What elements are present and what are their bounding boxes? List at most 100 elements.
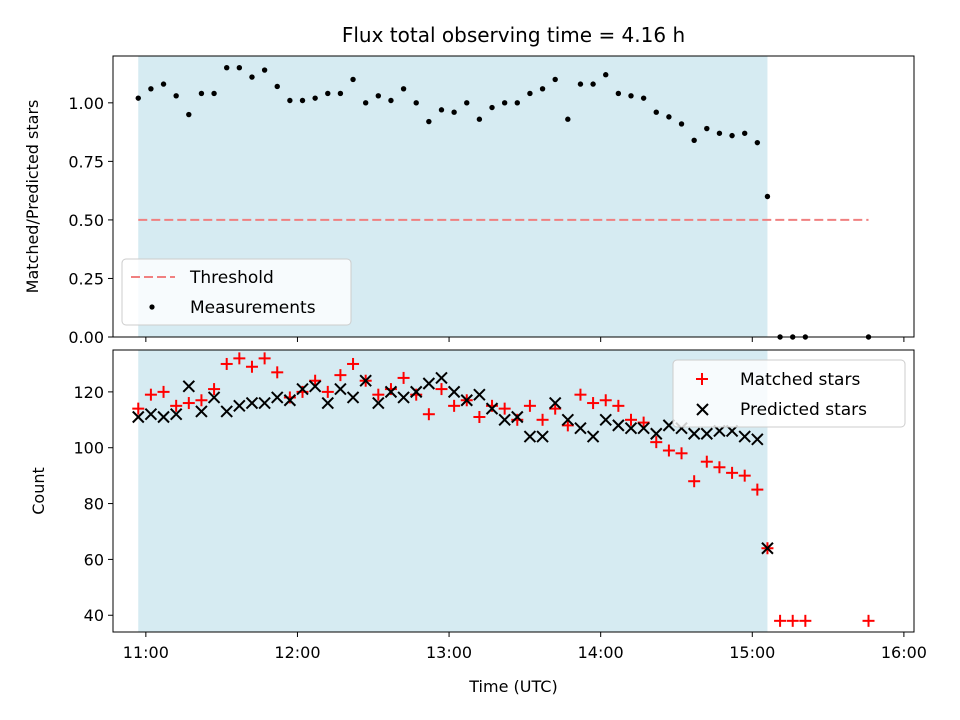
predicted-star-point (612, 419, 625, 432)
matched-star-point (799, 614, 812, 627)
matched-star-point (599, 394, 612, 407)
predicted-star-point (738, 430, 751, 443)
predicted-star-point (599, 413, 612, 427)
measurement-point (350, 76, 356, 83)
bottom-y-tick-label: 120 (73, 383, 104, 402)
matched-star-point (523, 399, 536, 412)
matched-star-point (536, 413, 549, 426)
matched-star-point (786, 614, 799, 627)
measurements-series (135, 65, 872, 340)
predicted-star-point (511, 410, 524, 424)
bottom-x-tick-label: 15:00 (729, 643, 775, 662)
chart-title: Flux total observing time = 4.16 h (342, 23, 685, 47)
bottom-axes-frame (112, 349, 915, 633)
matched-star-point (220, 357, 233, 370)
measurement-point (489, 104, 495, 111)
measurement-point (691, 137, 697, 143)
bottom-observing-window (138, 350, 768, 632)
measurement-point (148, 86, 154, 92)
predicted-star-point (523, 430, 537, 443)
predicted-star-point (321, 396, 334, 410)
predicted-star-point (195, 405, 208, 418)
measurement-point (426, 118, 432, 125)
predicted-star-point (536, 430, 549, 443)
matched-star-point (726, 466, 739, 479)
measurement-point (236, 65, 243, 71)
measurement-point (362, 100, 369, 106)
predicted-star-point (359, 374, 372, 387)
predicted-star-point (574, 421, 587, 435)
matched-star-point (637, 416, 650, 429)
measurement-point (451, 109, 457, 115)
predicted-star-point (700, 427, 714, 440)
measurement-point (388, 97, 394, 104)
measurement-point (476, 116, 483, 122)
measurement-point (603, 72, 609, 78)
measurement-point (527, 90, 533, 97)
measurement-point (400, 86, 407, 92)
measurement-point (628, 93, 634, 99)
measurement-point (198, 90, 205, 97)
matched-star-point (862, 614, 875, 627)
matched-star-point (334, 369, 347, 382)
predicted-star-point (296, 382, 309, 396)
measurement-point (249, 74, 255, 80)
matched-star-point (612, 399, 625, 412)
predicted-star-point (207, 391, 221, 404)
bottom-y-axis-label: Count (29, 467, 48, 515)
top-y-tick-label: 0.50 (68, 211, 104, 230)
predicted-star-point (271, 391, 284, 404)
bottom-panel: 40 60 80 100 120 11:00 12:00 13:00 14:00 15:00 16… (29, 349, 927, 696)
matched-star-point (675, 447, 688, 460)
measurement-point (716, 130, 723, 136)
predicted-legend-label: Predicted stars (740, 400, 867, 420)
measurement-point (678, 121, 685, 127)
bottom-x-ticks: 11:00 12:00 13:00 14:00 15:00 16:00 (123, 632, 927, 662)
measurement-point (577, 81, 584, 87)
top-y-tick-label: 0.00 (68, 328, 104, 347)
bottom-y-tick-label: 60 (84, 550, 104, 569)
measurement-point (375, 93, 382, 99)
predicted-star-point (473, 388, 486, 401)
matched-star-point (144, 388, 157, 401)
matched-star-point (157, 385, 170, 398)
matched-star-point (713, 461, 726, 474)
matched-star-point (245, 360, 258, 373)
predicted-star-point (384, 385, 398, 399)
bottom-y-tick-label: 40 (84, 606, 104, 625)
matched-star-point (561, 419, 574, 432)
matched-star-point (650, 436, 663, 449)
top-panel: 0.00 0.25 0.50 0.75 1.00 Flux total observin… (23, 23, 915, 347)
measurement-point (640, 95, 647, 101)
measurement-point (261, 67, 268, 73)
predicted-legend-swatch (696, 403, 709, 416)
matched-star-point (271, 366, 284, 379)
matched-star-point (624, 413, 637, 426)
matched-star-point (473, 411, 486, 424)
predicted-star-point (144, 408, 158, 421)
predicted-star-point (637, 421, 650, 435)
measurement-point (514, 100, 520, 106)
predicted-star-point (132, 410, 145, 424)
matched-star-point (435, 383, 448, 396)
predicted-star-point (245, 396, 259, 410)
bottom-x-tick-label: 13:00 (426, 643, 472, 662)
measurement-point (325, 90, 331, 97)
predicted-star-point (548, 396, 562, 410)
measurements-legend-label: Measurements (190, 298, 316, 318)
matched-star-point (182, 397, 195, 410)
predicted-star-point (460, 394, 473, 407)
matched-star-point (549, 402, 562, 415)
measurement-point (299, 97, 306, 104)
measurement-point (666, 114, 672, 120)
predicted-star-point (258, 396, 271, 410)
matched-star-point (574, 388, 587, 401)
bottom-x-tick-label: 12:00 (274, 643, 320, 662)
predicted-star-point (650, 427, 663, 440)
measurement-point (413, 100, 419, 106)
matched-star-point (233, 352, 246, 365)
bottom-x-tick-label: 11:00 (123, 643, 169, 662)
predicted-star-point (169, 408, 183, 421)
matched-star-point (448, 399, 461, 412)
